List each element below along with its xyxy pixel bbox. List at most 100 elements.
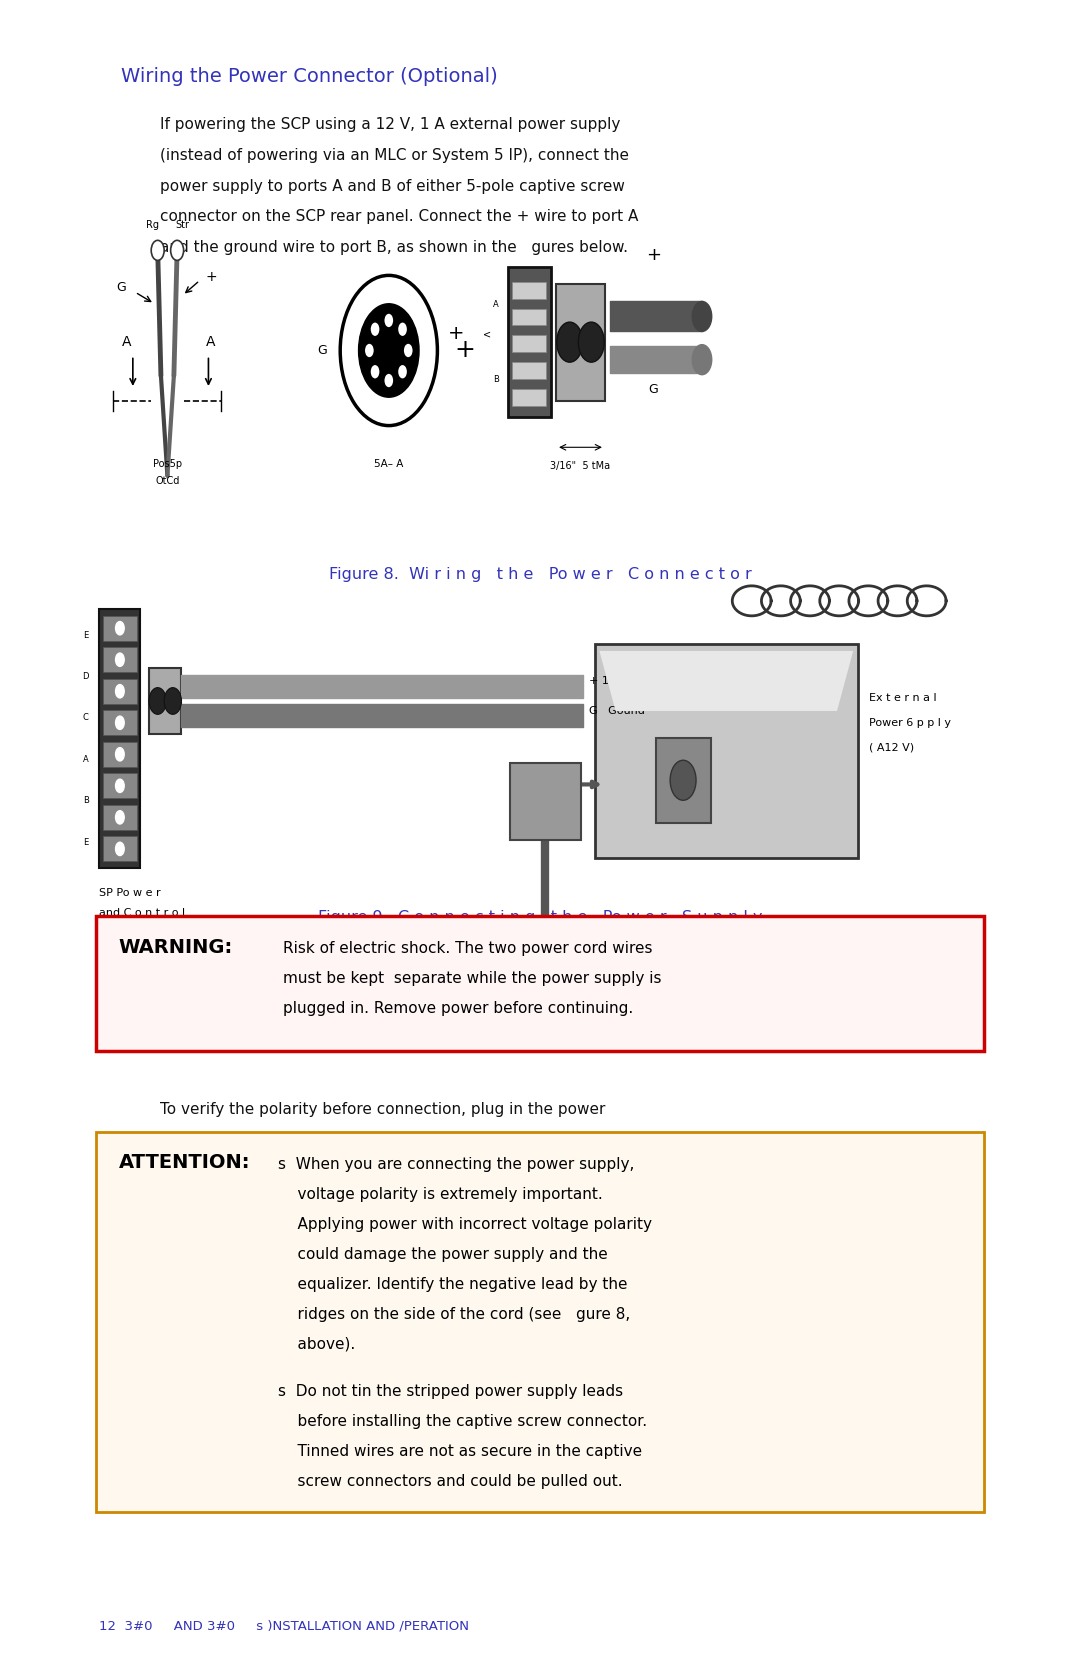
Text: +: + xyxy=(448,324,464,344)
Text: connector on the SCP rear panel. Connect the + wire to port A: connector on the SCP rear panel. Connect… xyxy=(160,209,638,224)
Circle shape xyxy=(399,366,407,379)
Text: If powering the SCP using a 12 V, 1 A external power supply: If powering the SCP using a 12 V, 1 A ex… xyxy=(160,117,620,132)
Text: Pos5p: Pos5p xyxy=(153,459,181,469)
Text: G: G xyxy=(117,280,126,294)
Bar xyxy=(512,335,546,352)
Bar xyxy=(103,836,137,861)
Text: Power 6 p p l y: Power 6 p p l y xyxy=(869,718,951,728)
Bar xyxy=(103,773,137,798)
Bar xyxy=(99,609,140,868)
FancyBboxPatch shape xyxy=(656,738,711,823)
Circle shape xyxy=(384,314,393,327)
Text: 5A– A: 5A– A xyxy=(374,459,404,469)
FancyBboxPatch shape xyxy=(96,1132,984,1512)
Bar xyxy=(103,679,137,704)
Text: s  When you are connecting the power supply,: s When you are connecting the power supp… xyxy=(278,1157,634,1172)
Text: (instead of powering via an MLC or System 5 IP), connect the: (instead of powering via an MLC or Syste… xyxy=(160,147,629,162)
Circle shape xyxy=(359,304,419,397)
Text: + 12V Input: + 12V Input xyxy=(589,676,656,686)
Bar xyxy=(512,362,546,379)
Bar xyxy=(149,668,181,734)
Circle shape xyxy=(116,748,124,761)
Circle shape xyxy=(116,779,124,793)
Text: screw connectors and could be pulled out.: screw connectors and could be pulled out… xyxy=(278,1474,622,1489)
Circle shape xyxy=(116,621,124,634)
Text: B: B xyxy=(83,796,89,804)
Bar xyxy=(103,648,137,673)
Text: Str: Str xyxy=(176,220,189,230)
Text: E: E xyxy=(83,838,89,846)
Text: power supply to ports A and B of either 5-pole captive screw: power supply to ports A and B of either … xyxy=(160,179,624,194)
Text: equalizer. Identify the negative lead by the: equalizer. Identify the negative lead by… xyxy=(278,1277,627,1292)
Text: Risk of electric shock. The two power cord wires: Risk of electric shock. The two power co… xyxy=(283,941,652,956)
Text: 3/16"  5 tMa: 3/16" 5 tMa xyxy=(551,461,610,471)
Text: Figure 9.  C o n n e c t i n g   t h e   Po w e r   S u p p l y: Figure 9. C o n n e c t i n g t h e Po w… xyxy=(318,910,762,925)
FancyBboxPatch shape xyxy=(595,644,858,858)
Circle shape xyxy=(116,653,124,666)
Text: WARNING:: WARNING: xyxy=(119,938,233,956)
Text: before installing the captive screw connector.: before installing the captive screw conn… xyxy=(278,1414,647,1429)
Text: must be kept  separate while the power supply is: must be kept separate while the power su… xyxy=(283,971,661,986)
Text: +: + xyxy=(454,339,475,362)
Text: supply with no load and check the output with a voltmeter.: supply with no load and check the output… xyxy=(160,1132,612,1147)
Bar xyxy=(508,267,551,417)
Text: A: A xyxy=(206,335,215,349)
FancyBboxPatch shape xyxy=(96,916,984,1051)
Text: +: + xyxy=(205,270,217,284)
Circle shape xyxy=(164,688,181,714)
Text: above).: above). xyxy=(278,1337,355,1352)
Text: SP Po w e r: SP Po w e r xyxy=(99,888,161,898)
Text: voltage polarity is extremely important.: voltage polarity is extremely important. xyxy=(278,1187,603,1202)
Ellipse shape xyxy=(692,345,712,376)
Circle shape xyxy=(116,684,124,698)
Text: Ex t e r n a l: Ex t e r n a l xyxy=(869,693,937,703)
Circle shape xyxy=(151,240,164,260)
Circle shape xyxy=(404,344,413,357)
Ellipse shape xyxy=(692,302,712,332)
Polygon shape xyxy=(599,651,853,711)
Circle shape xyxy=(370,366,379,379)
Bar xyxy=(512,282,546,299)
Circle shape xyxy=(579,322,605,362)
Bar xyxy=(103,804,137,829)
Circle shape xyxy=(116,811,124,824)
Circle shape xyxy=(399,322,407,335)
Text: A: A xyxy=(494,300,499,309)
Text: ( A12 V): ( A12 V) xyxy=(869,743,915,753)
Text: G: G xyxy=(318,344,327,357)
Circle shape xyxy=(370,322,379,335)
Text: +: + xyxy=(646,245,661,264)
Text: G r o u n d   A l l   D e v i c e s: G r o u n d A l l D e v i c e s xyxy=(500,926,688,940)
Text: 12  3#0     AND 3#0     s )NSTALLATION AND /PERATION: 12 3#0 AND 3#0 s )NSTALLATION AND /PERAT… xyxy=(99,1619,470,1632)
Circle shape xyxy=(149,688,166,714)
Text: A: A xyxy=(122,335,131,349)
Text: To verify the polarity before connection, plug in the power: To verify the polarity before connection… xyxy=(160,1102,605,1117)
Circle shape xyxy=(116,716,124,729)
Text: and C o n t r o l: and C o n t r o l xyxy=(99,908,186,918)
Text: Tinned wires are not as secure in the captive: Tinned wires are not as secure in the ca… xyxy=(278,1444,642,1459)
Bar xyxy=(103,711,137,736)
Circle shape xyxy=(557,322,583,362)
Text: s  Do not tin the stripped power supply leads: s Do not tin the stripped power supply l… xyxy=(278,1384,623,1399)
Text: G: G xyxy=(648,384,659,396)
Text: ATTENTION:: ATTENTION: xyxy=(119,1153,251,1172)
FancyBboxPatch shape xyxy=(510,763,581,840)
Circle shape xyxy=(670,761,697,801)
Bar xyxy=(512,389,546,406)
Bar xyxy=(512,309,546,325)
Circle shape xyxy=(365,344,374,357)
Text: B: B xyxy=(494,376,499,384)
Bar xyxy=(103,616,137,641)
Text: <: < xyxy=(483,330,491,339)
Text: D: D xyxy=(82,673,89,681)
Circle shape xyxy=(116,843,124,856)
Text: Rg: Rg xyxy=(146,220,159,230)
Text: OtCd: OtCd xyxy=(156,476,179,486)
Text: could damage the power supply and the: could damage the power supply and the xyxy=(278,1247,607,1262)
Text: A: A xyxy=(83,754,89,764)
Text: G   Gound: G Gound xyxy=(589,706,645,716)
Text: ridges on the side of the cord (see   gure 8,: ridges on the side of the cord (see gure… xyxy=(278,1307,630,1322)
Circle shape xyxy=(171,240,184,260)
Text: Applying power with incorrect voltage polarity: Applying power with incorrect voltage po… xyxy=(278,1217,651,1232)
Text: C: C xyxy=(83,713,89,723)
